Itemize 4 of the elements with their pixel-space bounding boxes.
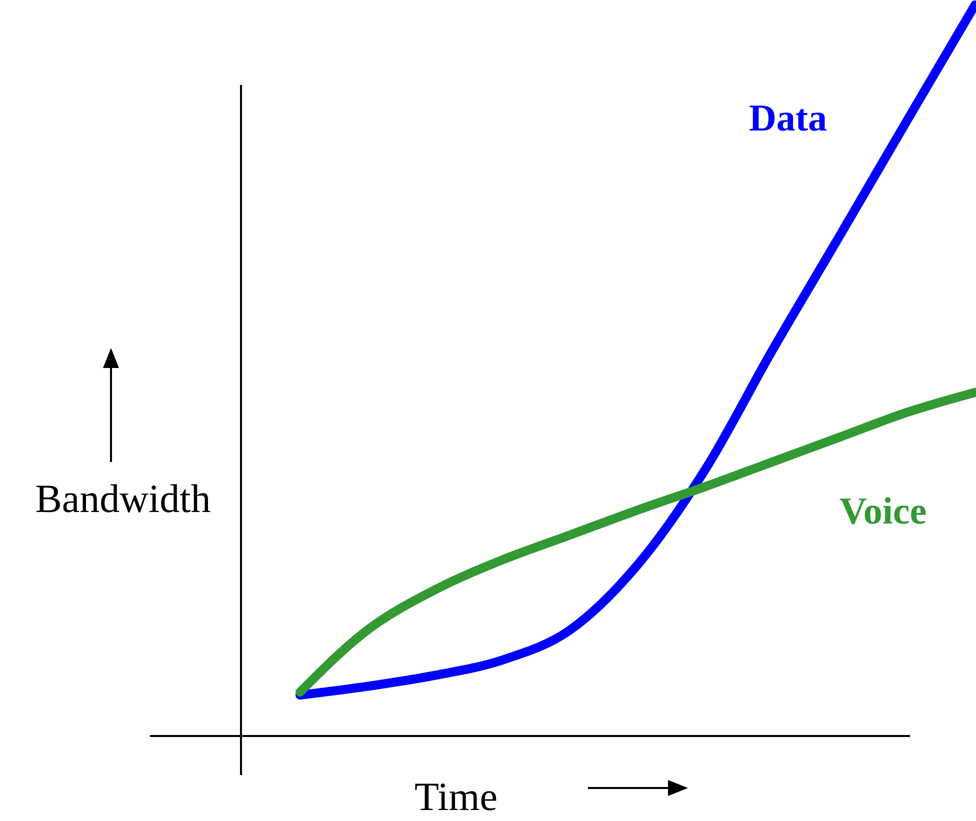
x-axis-title: Time xyxy=(414,774,498,820)
y-axis-title: Bandwidth xyxy=(35,476,211,522)
series-label: Data xyxy=(748,98,828,140)
series-label: Voice xyxy=(839,490,927,533)
